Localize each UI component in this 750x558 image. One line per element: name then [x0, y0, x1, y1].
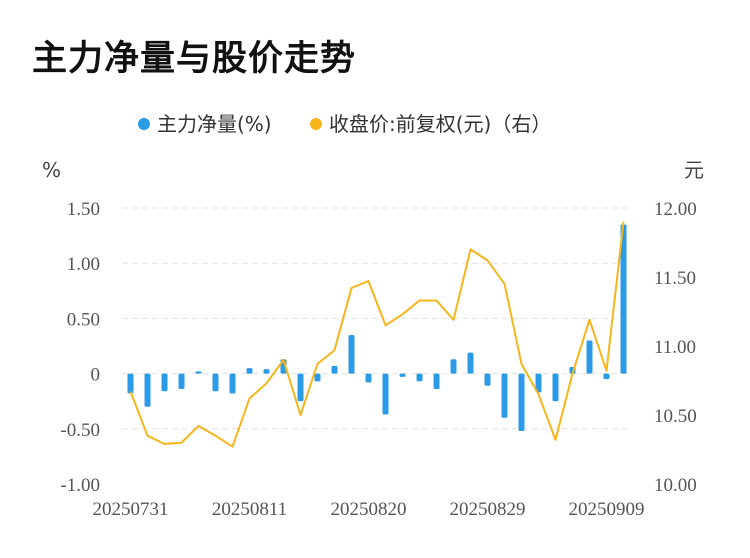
legend: 主力净量(%) 收盘价:前复权(元)（右） — [138, 112, 551, 136]
line-series — [129, 221, 625, 448]
bar — [314, 373, 321, 382]
bar — [297, 373, 304, 402]
legend-label-close-price: 收盘价:前复权(元)（右） — [329, 112, 551, 136]
gridlines — [122, 207, 632, 430]
left-axis-tick-label: 0 — [91, 365, 101, 386]
bar — [501, 373, 508, 418]
bar — [178, 373, 185, 390]
bar — [127, 373, 134, 394]
x-axis-tick-label: 20250731 — [93, 499, 169, 520]
x-axis-tick-label: 20250829 — [450, 499, 526, 520]
legend-marker-net-volume — [138, 118, 150, 130]
bar — [348, 334, 355, 374]
x-axis-ticks: 20250731 20250811 20250820 20250829 20250909 — [93, 499, 645, 520]
right-axis-tick-label: 10.00 — [654, 475, 697, 496]
left-axis-ticks: 1.50 1.00 0.50 0 -0.50 -1.00 — [60, 199, 100, 496]
x-axis-tick-label: 20250909 — [569, 499, 645, 520]
bar — [195, 371, 202, 374]
bar — [365, 373, 372, 383]
bar — [416, 373, 423, 382]
bar — [467, 352, 474, 374]
bar — [263, 369, 270, 374]
bar — [382, 373, 389, 415]
bar — [484, 373, 491, 386]
bar — [552, 373, 559, 402]
close-price-line — [129, 221, 625, 448]
bar — [229, 373, 236, 394]
right-axis-unit: 元 — [684, 158, 704, 182]
bar-series — [127, 224, 627, 432]
bar — [535, 373, 542, 393]
left-axis-unit: % — [42, 158, 61, 182]
bar — [433, 373, 440, 390]
bar — [399, 373, 406, 377]
right-axis-ticks: 12.00 11.50 11.00 10.50 10.00 — [654, 199, 697, 496]
left-axis-tick-label: 0.50 — [67, 309, 100, 330]
left-axis-tick-label: -1.00 — [60, 475, 100, 496]
bar — [620, 224, 627, 374]
x-axis-tick-label: 20250811 — [212, 499, 287, 520]
left-axis-tick-label: 1.00 — [67, 254, 100, 275]
bar — [518, 373, 525, 432]
right-axis-tick-label: 11.00 — [654, 337, 696, 358]
right-axis-tick-label: 11.50 — [654, 268, 696, 289]
bar — [246, 368, 253, 374]
bar — [586, 340, 593, 374]
bar — [450, 359, 457, 374]
left-axis-tick-label: -0.50 — [60, 420, 100, 441]
x-axis-tick-label: 20250820 — [331, 499, 407, 520]
bar — [603, 373, 610, 380]
bar — [331, 365, 338, 374]
bar — [144, 373, 151, 407]
right-axis-tick-label: 12.00 — [654, 199, 697, 220]
legend-label-net-volume: 主力净量(%) — [157, 112, 272, 136]
bar — [212, 373, 219, 392]
left-axis-tick-label: 1.50 — [67, 199, 100, 220]
chart-title: 主力净量与股价走势 — [32, 39, 357, 79]
legend-marker-close-price — [310, 118, 322, 130]
right-axis-tick-label: 10.50 — [654, 406, 697, 427]
bar — [161, 373, 168, 392]
